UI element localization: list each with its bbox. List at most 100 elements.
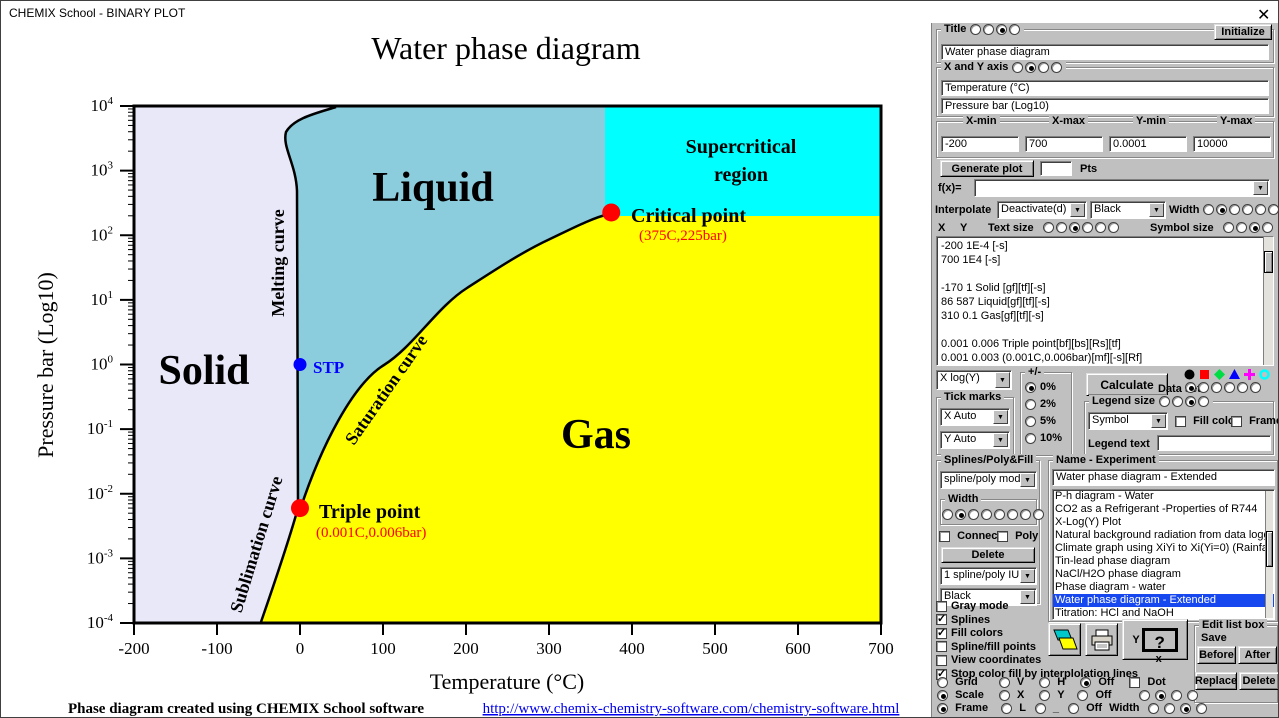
replace-button[interactable]: Replace (1195, 672, 1237, 690)
radio-option[interactable] (1069, 221, 1080, 233)
checkbox[interactable] (936, 641, 947, 653)
radio-option[interactable] (1007, 508, 1018, 520)
after-button[interactable]: After (1238, 646, 1277, 664)
radio-option[interactable] (1012, 61, 1024, 73)
connect-checkbox[interactable] (939, 530, 950, 542)
radio-option[interactable] (1224, 381, 1235, 393)
interpolate-color-combo[interactable]: Black ▼ (1090, 201, 1166, 219)
scale-off-radio[interactable] (1077, 689, 1089, 701)
radio-option[interactable] (1185, 395, 1197, 407)
radio-option[interactable] (1172, 395, 1184, 407)
textarea-scrollbar[interactable] (1263, 237, 1273, 365)
spline-mode-combo[interactable]: spline/poly mode ▼ (940, 471, 1037, 489)
chevron-down-icon[interactable]: ▼ (995, 372, 1010, 388)
list-item[interactable]: Climate graph using XiYi to Xi(Yi=0) (Ra… (1055, 542, 1271, 554)
radio-option[interactable] (942, 508, 953, 520)
frame-checkbox[interactable] (1231, 415, 1242, 427)
legend-symbol-combo[interactable]: Symbol ▼ (1088, 412, 1168, 430)
option-gray-mode[interactable]: Gray mode (936, 600, 1008, 612)
radio-option[interactable] (994, 508, 1005, 520)
title-input[interactable]: Water phase diagram (941, 44, 1269, 60)
scrollbar-thumb[interactable] (1266, 531, 1273, 567)
radio-option[interactable] (1147, 702, 1159, 714)
xy-mode-combo[interactable]: X log(Y) ▼ (936, 370, 1012, 390)
delete-button[interactable]: Delete (1239, 672, 1278, 690)
radio-option[interactable] (1056, 221, 1067, 233)
experiment-listbox[interactable]: P-h diagram - Water CO2 as a Refrigerant … (1052, 489, 1275, 620)
radio-option[interactable] (955, 508, 966, 520)
plusminus-option[interactable]: 0% (1024, 381, 1056, 393)
radio-option[interactable] (1038, 61, 1050, 73)
option-spline-fill-points[interactable]: Spline/fill points (936, 641, 1036, 653)
scrollbar-thumb[interactable] (1264, 251, 1273, 273)
chevron-down-icon[interactable]: ▼ (993, 433, 1008, 447)
radio-option[interactable] (1268, 203, 1278, 215)
radio-option[interactable] (1229, 203, 1240, 215)
chevron-down-icon[interactable]: ▼ (1020, 590, 1035, 604)
chevron-down-icon[interactable]: ▼ (1253, 181, 1268, 195)
radio-option[interactable] (983, 23, 995, 35)
plusminus-option[interactable]: 2% (1024, 398, 1056, 410)
footer-link[interactable]: http://www.chemix-chemistry-software.com… (483, 701, 900, 717)
radio-option[interactable] (1211, 381, 1222, 393)
poly-checkbox[interactable] (997, 530, 1008, 542)
spline-color-combo[interactable]: Black ▼ (940, 588, 1037, 606)
grid-h-radio[interactable] (1039, 676, 1051, 688)
delete-spline-button[interactable]: Delete (941, 547, 1035, 563)
radio-option[interactable] (1223, 221, 1234, 233)
frame-underscore-radio[interactable] (1034, 702, 1046, 714)
chevron-down-icon[interactable]: ▼ (993, 410, 1008, 424)
chevron-down-icon[interactable]: ▼ (1149, 203, 1164, 217)
legend-text-input[interactable] (1157, 435, 1271, 451)
data-points-textarea[interactable]: -200 1E-4 [-s] 700 1E4 [-s] -170 1 Solid… (936, 236, 1274, 366)
radio-option[interactable] (1179, 702, 1191, 714)
radio-option[interactable] (1020, 508, 1031, 520)
print-button[interactable] (1085, 623, 1118, 656)
list-item[interactable]: P-h diagram - Water (1055, 490, 1154, 502)
scale-x-radio[interactable] (998, 689, 1010, 701)
radio-option[interactable] (1025, 415, 1036, 427)
radio-option[interactable] (1009, 23, 1021, 35)
interpolate-mode-combo[interactable]: Deactivate(d) ▼ (997, 201, 1087, 219)
radio-option[interactable] (970, 23, 982, 35)
list-item[interactable]: Natural background radiation from data l… (1055, 529, 1270, 541)
radio-option[interactable] (981, 508, 992, 520)
radio-option[interactable] (1198, 381, 1209, 393)
chevron-down-icon[interactable]: ▼ (1151, 414, 1166, 428)
fill-color-checkbox[interactable] (1175, 415, 1186, 427)
list-item[interactable]: Water phase diagram - Extended (1053, 594, 1274, 607)
fx-combo[interactable]: ▼ (974, 179, 1270, 197)
plusminus-option[interactable]: 10% (1024, 432, 1062, 444)
radio-option[interactable] (1237, 381, 1248, 393)
initialize-button[interactable]: Initialize (1214, 24, 1272, 40)
radio-option[interactable] (1033, 508, 1044, 520)
option-fill-colors[interactable]: Fill colors (936, 626, 1003, 639)
radio-option[interactable] (1195, 702, 1207, 714)
grid-off-radio[interactable] (1080, 676, 1092, 688)
list-item[interactable]: CO2 as a Refrigerant -Properties of R744 (1055, 503, 1258, 515)
chevron-down-icon[interactable]: ▼ (1070, 203, 1085, 217)
radio-option[interactable] (1095, 221, 1106, 233)
radio-option[interactable] (1203, 203, 1214, 215)
radio-option[interactable] (1249, 221, 1260, 233)
scale-radio[interactable] (937, 689, 948, 701)
generate-plot-button[interactable]: Generate plot (940, 160, 1034, 177)
y-axis-input[interactable]: Pressure bar (Log10) (941, 98, 1269, 114)
plusminus-option[interactable]: 5% (1024, 415, 1056, 427)
checkbox[interactable] (936, 600, 947, 612)
tick-x-combo[interactable]: X Auto ▼ (940, 408, 1010, 426)
listbox-scrollbar[interactable] (1265, 491, 1273, 618)
radio-option[interactable] (1108, 221, 1119, 233)
list-item[interactable]: NaCl/H2O phase diagram (1055, 568, 1181, 580)
radio-option[interactable] (1043, 221, 1054, 233)
radio-option[interactable] (1255, 203, 1266, 215)
frame-off-radio[interactable] (1068, 702, 1080, 714)
frame-l-radio[interactable] (1001, 702, 1013, 714)
dot-checkbox[interactable] (1129, 676, 1141, 688)
radio-option[interactable] (1185, 381, 1196, 393)
chevron-down-icon[interactable]: ▼ (1020, 569, 1035, 583)
radio-option[interactable] (1187, 689, 1199, 701)
list-item[interactable]: Tin-lead phase diagram (1055, 555, 1171, 567)
scale-y-radio[interactable] (1039, 689, 1051, 701)
radio-option[interactable] (1025, 398, 1036, 410)
